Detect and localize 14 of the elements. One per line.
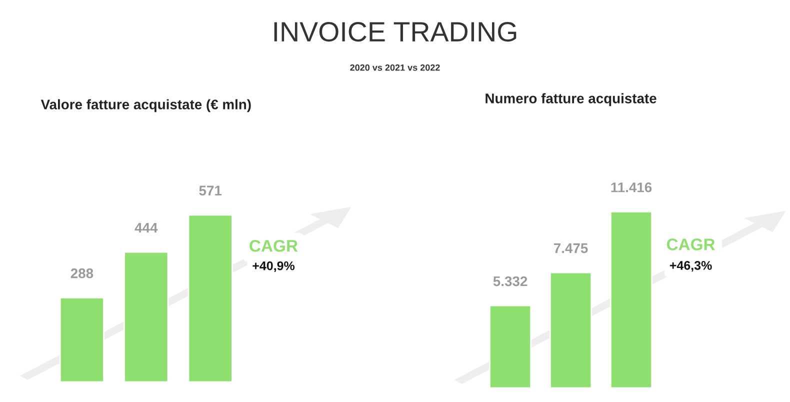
data-label: 5.332 bbox=[493, 276, 528, 286]
text: INVOICE TRADING bbox=[274, 22, 516, 42]
text: CAGR bbox=[250, 240, 298, 252]
text: +40,9% bbox=[252, 261, 295, 272]
chart-title: Valore fatture acquistate (€ mln) bbox=[40, 99, 251, 112]
data-label: 7.475 bbox=[554, 243, 588, 254]
text: +46,3% bbox=[670, 260, 712, 272]
chart-title: Numero fatture acquistate bbox=[486, 93, 656, 106]
data-label: 571 bbox=[199, 186, 222, 196]
text: 2020 vs 2021 vs 2022 bbox=[350, 64, 440, 71]
text: CAGR bbox=[666, 238, 715, 250]
data-label: 444 bbox=[134, 222, 158, 233]
data-label: 11.416 bbox=[611, 182, 652, 192]
data-label: 288 bbox=[70, 268, 94, 278]
